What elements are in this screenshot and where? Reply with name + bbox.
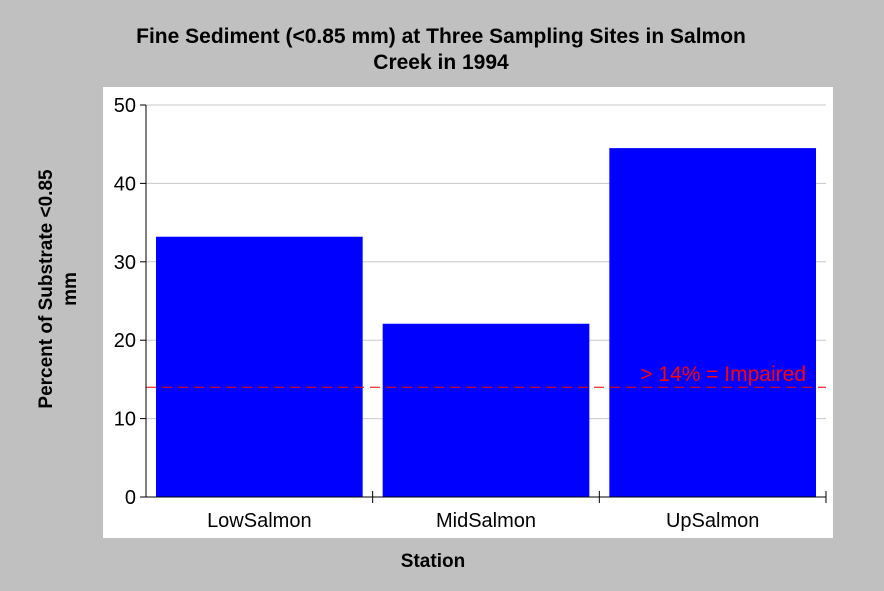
- y-tick-label: 30: [114, 252, 136, 274]
- bar-MidSalmon: [382, 323, 590, 497]
- y-tick-label: 10: [114, 409, 136, 431]
- axes-layer: 0 10 20 30 40 50 LowSalmon MidSalmon UpSalmon: [114, 95, 827, 532]
- y-axis-title-line1: Percent of Substrate <0.85: [36, 169, 57, 409]
- y-tick-label: 0: [125, 487, 136, 509]
- x-tick-label: LowSalmon: [207, 510, 312, 532]
- chart-title-line1: Fine Sediment (<0.85 mm) at Three Sampli…: [136, 25, 746, 48]
- x-tick-label: MidSalmon: [436, 510, 536, 532]
- y-tick-label: 40: [114, 173, 136, 195]
- x-tick-label: UpSalmon: [666, 510, 759, 532]
- y-tick-label: 50: [114, 95, 136, 117]
- reference-line-layer: > 14% = Impaired: [146, 363, 826, 388]
- y-axis-title-line2: mm: [60, 272, 81, 306]
- reference-line-label: > 14% = Impaired: [640, 363, 806, 386]
- bar-UpSalmon: [609, 148, 816, 497]
- bar-LowSalmon: [156, 236, 363, 497]
- y-tick-label: 20: [114, 330, 136, 352]
- bars-layer: [156, 148, 816, 497]
- x-axis-title: Station: [401, 551, 465, 572]
- chart-title-line2: Creek in 1994: [373, 51, 509, 74]
